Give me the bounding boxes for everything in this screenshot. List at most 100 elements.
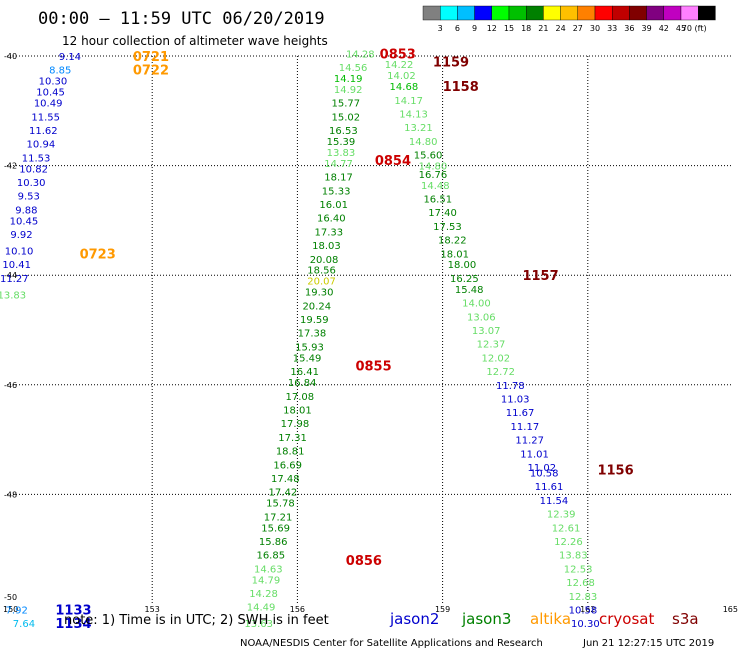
swh-value: 18.56 [307,266,336,277]
legend-swatch [698,5,716,21]
swh-value: 19.59 [300,315,329,326]
legend-swatch [612,5,630,21]
legend-swatch [629,5,647,21]
swh-value: 12.39 [547,510,576,521]
time-label: 1159 [433,55,469,70]
chart-footer: note: 1) Time is in UTC; 2) SWH is in fe… [64,610,714,649]
satellite-legend: jason2 jason3 altika cryosat s3a [389,610,699,628]
swh-value: 14.56 [339,63,368,74]
satellite-legend-jason3: jason3 [461,610,511,628]
swh-value: 16.85 [256,551,285,562]
swh-value: 11.61 [535,482,564,493]
legend-swatch [508,5,527,21]
time-label: 1134 [55,617,91,632]
legend-swatch [474,5,493,21]
swh-value: 13.06 [467,312,496,323]
chart-title: 00:00 – 11:59 UTC 06/20/2019 [38,9,325,29]
swh-value: 16.01 [319,200,348,211]
swh-value: 14.13 [399,110,428,121]
swh-value: 11.55 [31,112,60,123]
swh-value: 14.80 [419,162,448,173]
legend-swatch [577,5,596,21]
swh-value: 12.26 [554,537,583,548]
time-label: 0853 [380,47,416,62]
legend-swatch [646,5,664,21]
satellite-legend-jason2: jason2 [389,610,439,628]
swh-value: 11.27 [0,274,29,285]
swh-value: 17.48 [271,474,300,485]
swh-value: 17.08 [285,392,314,403]
time-label: 0721 [133,50,169,65]
swh-value: 14.68 [390,82,419,93]
swh-value: 18.81 [276,447,305,458]
time-label: 0856 [346,554,382,569]
swh-value: 15.02 [331,112,360,123]
legend-swatch [560,5,578,21]
swh-value: 13.83 [559,551,588,562]
swh-value: 18.03 [312,241,341,252]
swh-value: 17.53 [433,222,462,233]
legend-label: 36 [624,24,634,33]
chart-subtitle: 12 hour collection of altimeter wave hei… [62,34,328,48]
swh-value: 15.48 [455,285,484,296]
y-tick-label: -44 [4,271,17,280]
swh-value: 11.67 [506,408,535,419]
legend-label: 24 [556,24,566,33]
swh-value: 14.17 [394,96,423,107]
swh-value: 11.02 [527,463,556,474]
legend-label: 39 [642,24,652,33]
satellite-legend-altika: altika [530,610,571,628]
swh-value: 14.77 [324,159,353,170]
swh-value: 10.41 [2,260,31,271]
swh-value: 14.48 [421,181,450,192]
time-label: 1158 [443,80,479,95]
swh-value: 11.54 [540,496,569,507]
swh-value: 15.69 [261,523,290,534]
legend-label: 70 (ft) [682,24,707,33]
swh-value: 10.45 [10,216,39,227]
time-label: 0723 [80,247,116,262]
y-tick-label: -40 [4,52,17,61]
legend-label: 3 [438,24,443,33]
swh-value: 13.63 [244,619,273,630]
swh-value: 14.63 [254,564,283,575]
swh-value: 14.19 [334,74,363,85]
swh-value: 17.31 [278,433,307,444]
swh-value: 16.51 [423,194,452,205]
swh-value: 12.83 [569,592,598,603]
time-label: 0855 [355,360,391,375]
legend-swatch [440,5,458,21]
swh-value: 20.24 [302,301,331,312]
swh-value: 11.78 [496,381,525,392]
legend-swatch [457,5,475,21]
legend-swatch [594,5,613,21]
swh-value: 8.85 [49,66,71,77]
swh-value: 11.17 [511,422,540,433]
swh-value: 17.98 [281,419,310,430]
x-tick-label: 150 [3,605,18,614]
swh-value: 10.82 [19,164,48,175]
swh-value: 16.41 [290,367,319,378]
swh-value: 10.30 [571,619,600,630]
chart-header: 00:00 – 11:59 UTC 06/20/2019 12 hour col… [38,9,328,48]
legend-swatch [543,5,561,21]
swh-value: 16.76 [419,170,448,181]
swh-value: 12.68 [566,578,595,589]
swh-value: 17.42 [269,488,298,499]
legend-label: 12 [487,24,497,33]
footer-credit: NOAA/NESDIS Center for Satellite Applica… [240,638,543,649]
swh-value: 20.08 [310,255,339,266]
swh-value: 9.53 [18,192,40,203]
time-label: 0722 [133,64,169,79]
swh-value: 13.83 [0,290,26,301]
legend-swatch [491,5,510,21]
swh-value: 11.62 [29,126,58,137]
y-tick-label: -46 [4,381,17,390]
swh-value: 11.03 [501,395,530,406]
time-label: 1157 [522,269,558,284]
swh-value: 14.28 [346,49,375,60]
legend-label: 33 [607,24,617,33]
grid-lines [7,55,733,604]
swh-value: 9.88 [15,205,37,216]
